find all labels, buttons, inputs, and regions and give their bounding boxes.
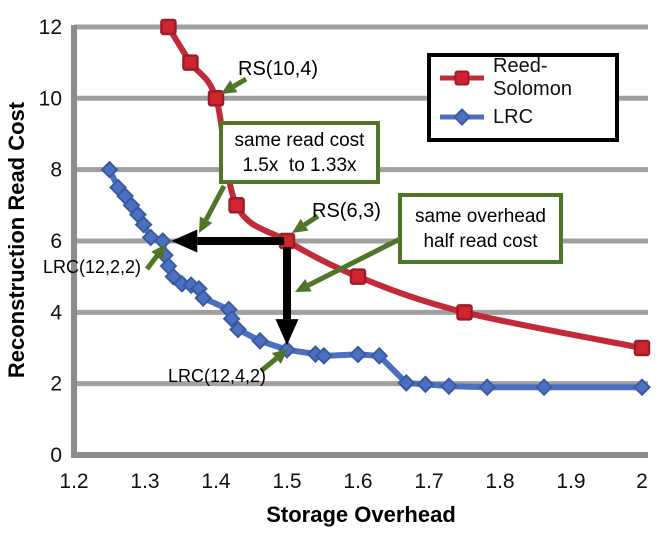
svg-text:6: 6 [50,230,62,253]
legend-label-reed-solomon: Reed-Solomon [493,55,572,100]
lrc-marker [222,309,241,328]
svg-text:12: 12 [39,16,62,39]
callout-arrow-rs-10-4 [221,76,248,94]
svg-text:1.3: 1.3 [130,470,159,493]
callout-same-overhead: same overhead half read cost [398,193,563,264]
x-tick-labels: 1.2 1.3 1.4 1.5 1.6 1.7 1.8 1.9 2 [59,470,647,493]
svg-text:8: 8 [50,159,62,182]
svg-text:1.5: 1.5 [272,470,301,493]
legend: Reed-Solomon LRC [427,53,619,142]
svg-text:1.7: 1.7 [414,470,443,493]
lrc-marker [315,346,333,365]
point-label-lrc-12-4-2: LRC(12,4,2) [168,366,267,386]
svg-text:1.6: 1.6 [343,470,372,493]
y-tick-labels: 0 2 4 6 8 10 12 [39,16,63,467]
series-lrc [100,160,651,397]
reed-solomon-marker [633,339,651,357]
lrc-marker [439,377,458,396]
legend-label-lrc: LRC [493,105,534,128]
lrc-marker [370,346,389,365]
svg-text:2: 2 [636,470,648,493]
lrc-marker [478,378,497,397]
callout-text-line: same overhead [415,205,546,227]
callout-arrow-same-overhead [295,236,402,292]
svg-text:1.2: 1.2 [59,470,88,493]
lrc-marker [416,375,435,394]
lrc-marker [535,378,553,397]
lrc-marker [194,289,213,307]
reed-solomon-marker [207,90,225,107]
reed-solomon-marker [228,197,245,214]
reed-solomon-line-marker-icon [440,70,484,86]
reed-solomon-marker [349,268,367,285]
point-label-lrc-12-2-2: LRC(12,2,2) [43,257,142,277]
svg-text:1.8: 1.8 [485,470,514,493]
legend-item-lrc: LRC [438,98,615,137]
lrc-marker [349,345,367,364]
callout-arrow-rs-6-3 [292,213,320,233]
svg-text:4: 4 [50,301,62,324]
y-axis-title: Reconstruction Read Cost [4,101,29,379]
callout-text-line: same read cost [234,129,365,151]
reed-solomon-marker [456,304,473,321]
lrc-marker [100,160,119,179]
point-label-rs-10-4: RS(10,4) [238,58,319,80]
transition-arrows [171,229,299,346]
legend-item-reed-solomon: Reed-Solomon [438,55,615,100]
reed-solomon-marker [182,54,199,71]
callout-text-line: 1.5x to 1.33x [242,154,357,176]
lrc-marker [633,378,651,397]
svg-text:10: 10 [39,87,62,110]
svg-text:2: 2 [50,373,62,396]
callout-arrow-lrc-12-4-2 [259,349,288,373]
point-label-rs-6-3: RS(6,3) [312,200,381,222]
svg-text:1.4: 1.4 [201,470,231,493]
callout-text-line: half read cost [423,230,538,252]
lrc-marker [134,215,153,234]
callout-arrow-lrc-12-2-2 [145,244,166,271]
lrc-marker [251,331,269,350]
svg-text:0: 0 [50,444,62,467]
svg-text:1.9: 1.9 [556,470,585,493]
axes [71,24,648,458]
x-axis-title: Storage Overhead [266,502,456,527]
lrc-marker [229,320,247,339]
callout-same-read-cost: same read cost 1.5x to 1.33x [219,121,380,184]
reed-solomon-marker [160,18,177,36]
lrc-marker [397,374,416,392]
lrc-line-marker-icon [440,108,484,126]
callout-arrow-same-read-cost [199,184,227,233]
